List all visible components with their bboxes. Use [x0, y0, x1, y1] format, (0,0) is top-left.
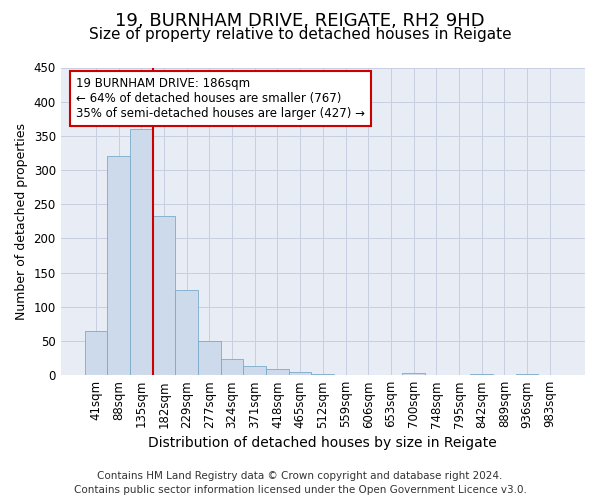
Bar — [130, 129, 152, 375]
Bar — [244, 366, 266, 375]
Text: Contains HM Land Registry data © Crown copyright and database right 2024.
Contai: Contains HM Land Registry data © Crown c… — [74, 471, 526, 495]
Bar — [198, 341, 221, 375]
Bar — [175, 290, 198, 375]
Bar — [289, 372, 311, 375]
Text: 19, BURNHAM DRIVE, REIGATE, RH2 9HD: 19, BURNHAM DRIVE, REIGATE, RH2 9HD — [115, 12, 485, 30]
Y-axis label: Number of detached properties: Number of detached properties — [15, 123, 28, 320]
Text: Size of property relative to detached houses in Reigate: Size of property relative to detached ho… — [89, 28, 511, 42]
Text: 19 BURNHAM DRIVE: 186sqm
← 64% of detached houses are smaller (767)
35% of semi-: 19 BURNHAM DRIVE: 186sqm ← 64% of detach… — [76, 76, 365, 120]
Bar — [516, 374, 538, 375]
Bar — [470, 374, 493, 375]
Bar — [311, 374, 334, 375]
Bar — [221, 360, 244, 375]
Bar — [152, 216, 175, 375]
Bar — [107, 156, 130, 375]
Bar — [402, 373, 425, 375]
Bar — [266, 369, 289, 375]
Bar — [85, 330, 107, 375]
X-axis label: Distribution of detached houses by size in Reigate: Distribution of detached houses by size … — [148, 436, 497, 450]
